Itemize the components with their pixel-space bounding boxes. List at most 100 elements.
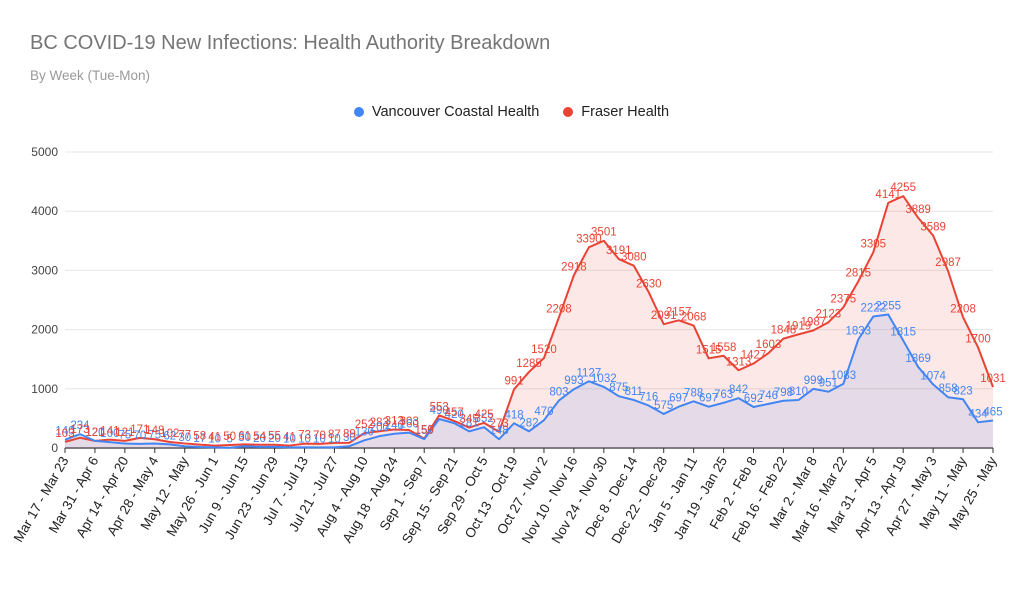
data-label: 420 [445, 409, 464, 421]
data-label: 41 [208, 432, 221, 444]
data-label: 951 [819, 378, 838, 390]
data-label: 3589 [920, 222, 946, 234]
data-label: 803 [549, 386, 568, 398]
data-label: 1848 [771, 325, 797, 337]
data-label: 1031 [980, 373, 1006, 385]
legend-swatch-vch [353, 107, 364, 117]
data-label: 1127 [577, 367, 602, 379]
data-label: 3080 [621, 252, 647, 264]
data-label: 70 [133, 430, 146, 442]
data-label: 10 [208, 433, 221, 445]
data-label: 234 [70, 420, 90, 432]
data-label: 2222 [860, 302, 886, 314]
data-label: 17 [193, 433, 206, 445]
data-label: 120 [85, 427, 104, 439]
data-label: 991 [504, 375, 523, 387]
data-label: 1083 [831, 370, 857, 382]
data-label: 87 [328, 429, 341, 441]
data-label: 490 [430, 405, 449, 417]
legend-item-fraser-health[interactable]: Fraser Health [563, 104, 669, 120]
data-label: 20 [253, 433, 266, 445]
data-label: 999 [804, 375, 823, 387]
data-label: 1515 [696, 344, 722, 356]
data-label: 3390 [576, 233, 602, 245]
data-label: 75 [118, 430, 131, 442]
data-label: 20 [268, 433, 281, 445]
data-label: 173 [70, 424, 89, 436]
data-label: 3889 [905, 204, 931, 216]
data-label: 798 [774, 387, 793, 399]
legend-item-vancouver-coastal-health[interactable]: Vancouver Coastal Health [353, 104, 539, 120]
data-label: 1427 [741, 350, 767, 362]
data-label: 1369 [905, 353, 931, 365]
data-label: 252 [355, 419, 374, 431]
legend: Vancouver Coastal Health Fraser Health [0, 104, 1023, 120]
data-label: 811 [625, 386, 643, 398]
data-label: 75 [148, 430, 161, 442]
data-label: 434 [968, 408, 988, 420]
data-label: 159 [415, 425, 434, 437]
data-label: 697 [669, 393, 688, 405]
data-label: 77 [178, 429, 191, 441]
data-label: 140 [55, 426, 74, 438]
data-label: 842 [729, 384, 748, 396]
data-label: 281 [460, 417, 479, 429]
data-label: 1833 [845, 325, 871, 337]
data-label: 10 [283, 433, 296, 445]
data-label: 30 [238, 432, 251, 444]
series-line-fraser-health [64, 195, 994, 447]
data-label: 875 [609, 382, 628, 394]
data-label: 2123 [816, 308, 842, 320]
data-label: 1558 [711, 342, 737, 354]
data-label: 89 [343, 429, 356, 441]
data-label: 273 [489, 418, 508, 430]
data-label: 858 [939, 383, 958, 395]
data-label: 2208 [950, 303, 976, 315]
data-label: 692 [744, 393, 763, 405]
data-label: 100 [100, 428, 119, 440]
legend-label-fh: Fraser Health [581, 104, 670, 120]
data-label: 1700 [965, 333, 991, 345]
data-label: 823 [953, 385, 972, 397]
data-label: 313 [385, 415, 404, 427]
data-label: 553 [430, 401, 449, 413]
chart-title: BC COVID-19 New Infections: Health Autho… [30, 32, 551, 54]
data-label: 10 [328, 433, 341, 445]
data-label: 121 [115, 427, 134, 439]
y-tick-label: 2000 [31, 323, 58, 337]
data-label: 240 [385, 420, 404, 432]
data-label: 746 [759, 390, 778, 402]
data-label: 470 [534, 406, 553, 418]
data-label: 418 [504, 409, 523, 421]
y-tick-label: 5000 [31, 145, 58, 159]
data-label: 1285 [516, 358, 542, 370]
data-label: 30 [343, 432, 356, 444]
data-label: 1313 [726, 356, 752, 368]
data-label: 4141 [875, 189, 901, 201]
data-label: 4255 [890, 182, 916, 194]
data-label: 150 [415, 425, 434, 437]
data-label: 3191 [606, 245, 632, 257]
data-label: 716 [639, 392, 658, 404]
data-label: 283 [370, 417, 389, 429]
data-label: 3501 [591, 227, 617, 239]
data-label: 70 [313, 430, 326, 442]
data-label: 148 [489, 425, 508, 437]
data-label: 2815 [845, 267, 871, 279]
chart-subtitle: By Week (Tue-Mon) [30, 68, 151, 83]
data-label: 2918 [561, 261, 587, 273]
data-label: 465 [983, 406, 1002, 418]
data-label: 2157 [666, 306, 692, 318]
y-tick-label: 3000 [31, 263, 58, 277]
data-label: 61 [238, 430, 251, 442]
data-label: 50 [223, 431, 236, 443]
data-label: 55 [268, 431, 281, 443]
data-label: 121 [85, 427, 104, 439]
data-label: 41 [283, 432, 296, 444]
y-tick-label: 4000 [31, 204, 58, 218]
data-label: 62 [163, 430, 176, 442]
data-label: 810 [789, 386, 808, 398]
data-label: 5 [226, 434, 232, 446]
data-label: 1815 [890, 327, 916, 339]
